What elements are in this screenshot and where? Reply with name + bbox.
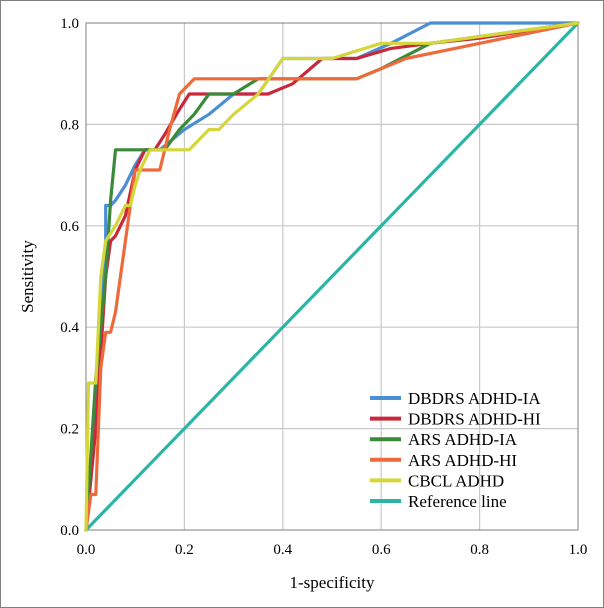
y-tick-label: 0.6 — [60, 219, 79, 235]
x-tick-label: 0.4 — [273, 542, 292, 558]
plot-area-frame — [85, 22, 579, 531]
y-axis-label: Sensitivity — [18, 240, 37, 313]
tick-labels: 0.0 0.2 0.4 0.6 0.8 1.0 0.0 0.2 0.4 0.6 0.8 1.0 — [60, 16, 587, 558]
y-tick-label: 0.4 — [60, 320, 79, 336]
roc-curves — [84, 21, 580, 532]
x-tick-label: 0.2 — [175, 542, 194, 558]
legend-label: DBDRS ADHD-HI — [408, 410, 541, 429]
legend-label: ARS ADHD-IA — [408, 430, 518, 449]
grid-lines — [86, 23, 578, 530]
y-tick-label: 0.0 — [60, 523, 79, 539]
x-tick-label: 0.0 — [77, 542, 96, 558]
y-tick-label: 1.0 — [60, 16, 79, 32]
legend-label: DBDRS ADHD-IA — [408, 389, 541, 408]
legend-label: Reference line — [408, 492, 507, 511]
x-tick-label: 0.6 — [372, 542, 391, 558]
x-axis-label: 1-specificity — [290, 573, 375, 592]
reference-line-layer — [84, 21, 580, 532]
series-line-reference-line — [84, 21, 580, 532]
legend-label: CBCL ADHD — [408, 471, 504, 490]
series-line-cbcl-adhd — [84, 21, 580, 532]
y-tick-label: 0.2 — [60, 422, 79, 438]
x-tick-label: 0.8 — [470, 542, 489, 558]
x-tick-label: 1.0 — [569, 542, 588, 558]
legend-label: ARS ADHD-HI — [408, 451, 517, 470]
y-tick-label: 0.8 — [60, 117, 79, 133]
